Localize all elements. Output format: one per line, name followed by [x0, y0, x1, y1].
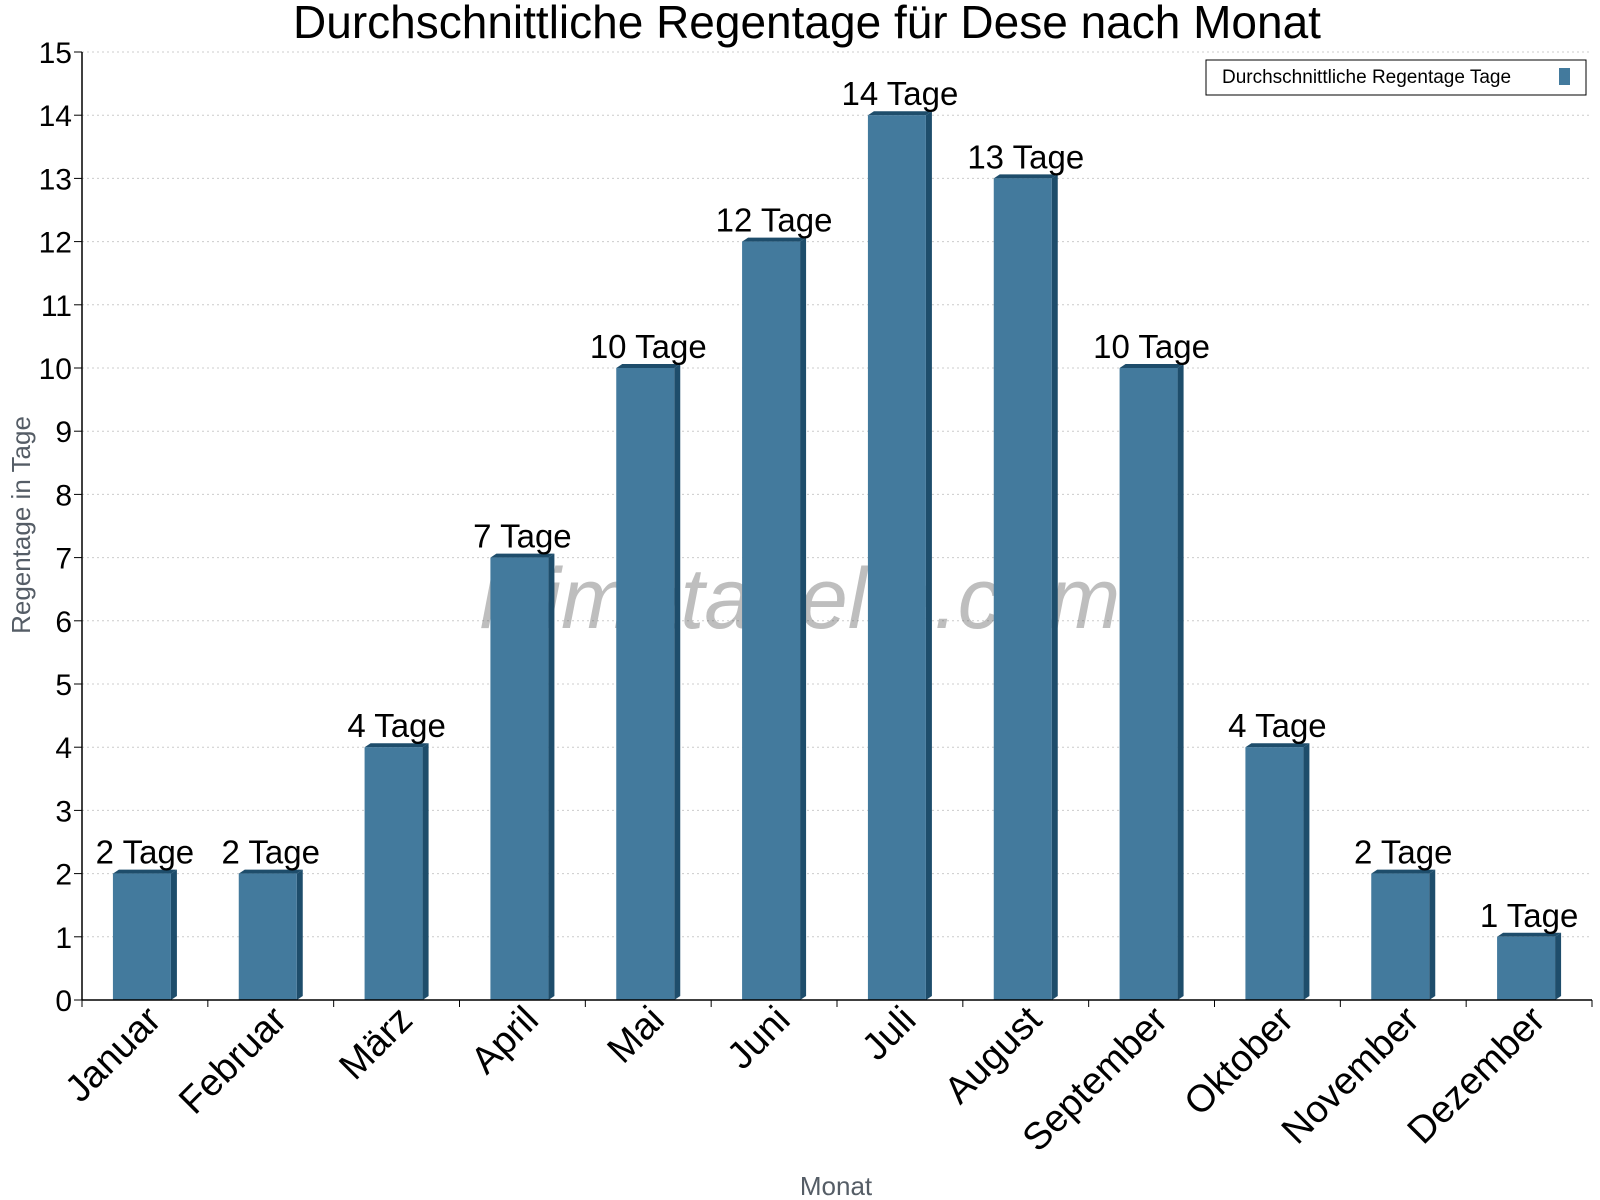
bar-side	[296, 869, 303, 1000]
bar-top	[1371, 869, 1436, 874]
y-tick-label: 1	[55, 922, 72, 955]
data-label: 12 Tage	[716, 202, 833, 239]
bar-top	[616, 364, 681, 368]
legend-swatch	[1559, 68, 1570, 85]
y-tick-label: 13	[39, 163, 72, 196]
data-label: 10 Tage	[1093, 328, 1210, 365]
data-labels: 2 Tage 2 Tage 4 Tage 7 Tage 10 Tage 12 Tage 14…	[96, 75, 1579, 934]
bar	[364, 747, 423, 1000]
x-tick-label: Dezember	[1400, 998, 1554, 1152]
y-tick-label: 14	[39, 100, 72, 133]
bar-side	[800, 237, 807, 1001]
bar	[867, 115, 926, 1000]
bar-side	[170, 869, 177, 1000]
x-tick-label: Oktober	[1177, 998, 1303, 1124]
data-label: 4 Tage	[347, 707, 445, 744]
y-tick-label: 10	[39, 353, 72, 386]
x-tick-label: Februar	[171, 998, 295, 1122]
bar-side	[1051, 174, 1058, 1000]
x-tick-label: August	[937, 998, 1051, 1112]
x-tick-label: Januar	[57, 998, 169, 1110]
bar-top	[1497, 932, 1562, 937]
data-label: 13 Tage	[967, 138, 1084, 175]
x-tick-label: Juli	[854, 999, 924, 1069]
data-label: 10 Tage	[590, 328, 707, 365]
y-tick-label: 5	[55, 669, 72, 702]
bar	[616, 368, 675, 1000]
legend-box	[1205, 59, 1587, 96]
bar-top	[867, 111, 932, 116]
x-axis-title: Monat	[800, 1171, 873, 1200]
y-axis-title: Regentage in Tage	[6, 416, 36, 634]
x-tick-label: April	[463, 999, 546, 1082]
bar	[1371, 873, 1430, 1000]
bar-top	[490, 553, 555, 558]
bar	[112, 873, 171, 1000]
bar	[490, 557, 549, 1000]
gridlines	[82, 51, 1592, 938]
y-tick-label: 2	[55, 859, 72, 892]
y-tick-label: 6	[55, 606, 72, 639]
y-tick-label: 11	[41, 290, 72, 323]
bar	[1245, 747, 1304, 1000]
bar-side	[1303, 743, 1310, 1000]
bar-top	[742, 237, 807, 242]
axes	[74, 51, 1593, 1007]
bar-top	[993, 174, 1058, 179]
data-label: 1 Tage	[1480, 897, 1578, 934]
bar-side	[1555, 932, 1562, 1000]
bar-side	[422, 743, 429, 1000]
y-tick-label: 4	[55, 732, 72, 765]
y-tick-label: 15	[39, 37, 72, 70]
x-tick-labels: Januar Februar März April Mai Juni Juli AugustS…	[57, 998, 1553, 1159]
bar-top	[364, 743, 429, 748]
bar	[742, 241, 801, 1001]
y-tick-label: 12	[39, 227, 72, 260]
bar-side	[1177, 364, 1184, 1000]
bar	[1119, 368, 1178, 1000]
y-tick-label: 7	[55, 543, 72, 576]
data-label: 2 Tage	[1354, 834, 1452, 871]
y-tick-label: 9	[55, 416, 72, 449]
bar-side	[925, 111, 932, 1000]
y-tick-label: 8	[55, 479, 72, 512]
x-tick-label: Juni	[719, 999, 798, 1078]
bars	[112, 111, 1562, 1001]
legend: Durchschnittliche Regentage Tage	[1205, 59, 1587, 96]
bar	[993, 178, 1052, 1000]
data-label: 4 Tage	[1228, 707, 1326, 744]
data-label: 14 Tage	[841, 75, 958, 112]
bar	[238, 873, 297, 1000]
data-label: 7 Tage	[473, 518, 571, 555]
x-tick-label: März	[332, 999, 421, 1088]
bar-side	[674, 364, 681, 1000]
data-label: 2 Tage	[222, 834, 320, 871]
x-tick-label: November	[1274, 998, 1428, 1152]
bar-side	[548, 553, 555, 1000]
bar-top	[112, 869, 177, 874]
bar-top	[1245, 743, 1310, 748]
y-tick-label: 0	[55, 985, 72, 1018]
x-tick-label: Mai	[600, 999, 673, 1072]
bar-top	[1119, 364, 1184, 368]
bar-top	[238, 869, 303, 874]
y-tick-label: 3	[55, 795, 72, 828]
legend-label: Durchschnittliche Regentage Tage	[1222, 67, 1511, 88]
chart-title: Durchschnittliche Regentage für Dese nac…	[293, 0, 1321, 48]
data-label: 2 Tage	[96, 834, 194, 871]
bar	[1497, 936, 1556, 1000]
bar-side	[1429, 869, 1436, 1000]
